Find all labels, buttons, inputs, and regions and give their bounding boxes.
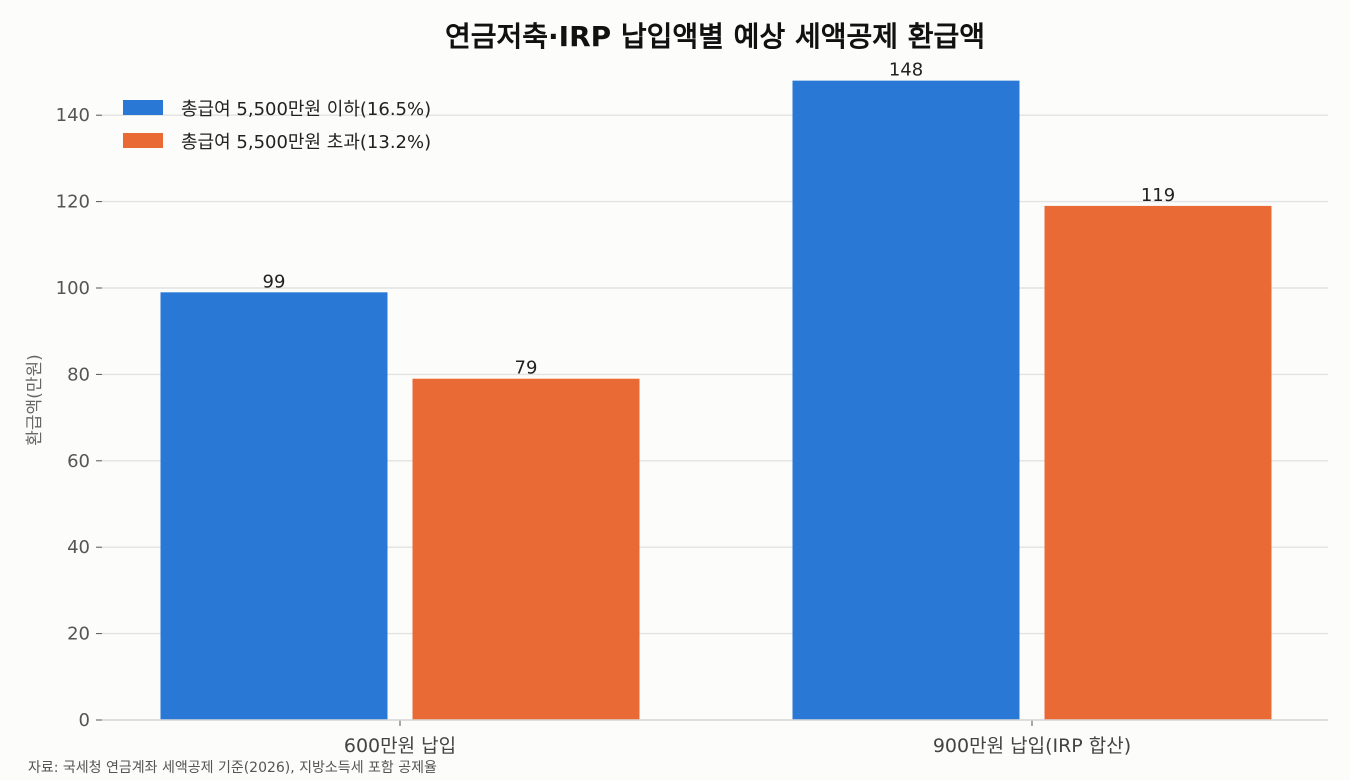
y-tick-label-120: 120 <box>56 192 90 213</box>
data-label-0-1: 148 <box>889 60 923 81</box>
legend-label-0: 총급여 5,500만원 이하(16.5%) <box>181 99 431 120</box>
legend-swatch-1 <box>123 133 163 148</box>
x-tick-label-0: 600만원 납입 <box>344 735 456 757</box>
y-tick-label-20: 20 <box>67 624 90 645</box>
data-label-0-0: 99 <box>263 271 286 292</box>
legend: 총급여 5,500만원 이하(16.5%) 총급여 5,500만원 초과(13.2… <box>123 99 431 153</box>
bar-above-5500-0 <box>412 378 640 720</box>
legend-swatch-0 <box>123 100 163 115</box>
y-tick-label-80: 80 <box>67 364 90 385</box>
chart-title: 연금저축·IRP 납입액별 예상 세액공제 환급액 <box>445 20 985 53</box>
y-axis-label: 환급액(만원) <box>25 354 45 445</box>
data-label-1-1: 119 <box>1141 185 1175 206</box>
y-tick-label-100: 100 <box>56 278 90 299</box>
bars <box>160 80 1272 721</box>
bar-below-5500-0 <box>160 292 388 720</box>
source-note: 자료: 국세청 연금계좌 세액공제 기준(2026), 지방소득세 포함 공제율 <box>28 760 437 776</box>
bar-above-5500-1 <box>1044 205 1272 721</box>
axes: 0 20 40 60 80 100 120 140 600만원 납입 900만원 납입(IRP 합… <box>56 105 1328 757</box>
bar-below-5500-1 <box>792 80 1020 720</box>
y-tick-label-40: 40 <box>67 537 90 558</box>
x-tick-label-1: 900만원 납입(IRP 합산) <box>933 735 1131 757</box>
y-tick-label-140: 140 <box>56 105 90 126</box>
y-tick-label-0: 0 <box>79 710 90 731</box>
data-labels: 99 79 148 119 <box>263 60 1176 379</box>
y-tick-label-60: 60 <box>67 451 90 472</box>
data-label-1-0: 79 <box>515 358 538 379</box>
legend-label-1: 총급여 5,500만원 초과(13.2%) <box>181 132 431 153</box>
